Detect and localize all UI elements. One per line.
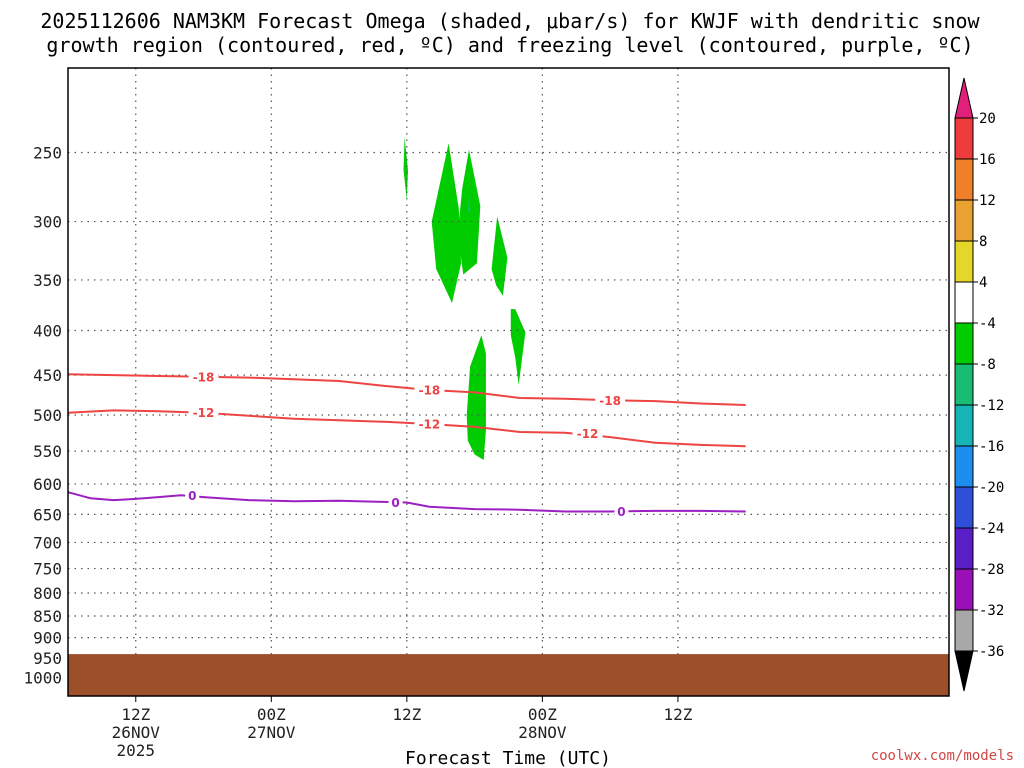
- colorbar-tick-label: 20: [979, 111, 996, 127]
- colorbar-band: [954, 281, 974, 324]
- contour-label: -12: [193, 406, 215, 420]
- y-tick-label-250: 250: [33, 144, 62, 163]
- contour-label: 0: [391, 496, 399, 510]
- colorbar-tick-label: -28: [979, 562, 1004, 578]
- colorbar-band: [954, 568, 974, 611]
- contour-label: -12: [577, 427, 599, 441]
- contour-layer: -18 -18 -18 -12 -12 -12 0 0 0: [67, 368, 746, 519]
- x-tick-label: 2025: [117, 741, 156, 760]
- colorbar-tick-label: 16: [979, 152, 996, 168]
- omega-region-2: [431, 143, 462, 303]
- terrain-layer: [68, 654, 949, 696]
- colorbar-tick-label: -16: [979, 439, 1004, 455]
- colorbar-tick-label: 12: [979, 193, 996, 209]
- omega-region-6: [510, 309, 526, 386]
- terrain-fill: [68, 654, 949, 696]
- omega-region-7: [466, 335, 486, 460]
- colorbar-band: [954, 363, 974, 406]
- plot-frame: [67, 67, 950, 697]
- colorbar-tick-label: -8: [979, 357, 996, 373]
- credit-text[interactable]: coolwx.com/models: [871, 748, 1014, 764]
- y-tick-label-450: 450: [33, 366, 62, 385]
- colorbar-band: [954, 240, 974, 283]
- x-tick-label: 28NOV: [518, 723, 567, 742]
- contour-label-bg: [185, 487, 200, 503]
- colorbar-tick-label: -4: [979, 316, 996, 332]
- colorbar-tick-label: -12: [979, 398, 1004, 414]
- colorbar-tick-label: -24: [979, 521, 1004, 537]
- x-tick-label: 26NOV: [112, 723, 161, 742]
- chart-title-line2: growth region (contoured, red, ºC) and f…: [46, 33, 973, 57]
- dendritic-contour-line-m12: [67, 409, 746, 448]
- x-tick-label: 00Z: [528, 705, 557, 724]
- omega-region-5: [491, 216, 508, 296]
- y-tick-label-850: 850: [33, 607, 62, 626]
- contour-label-bg: [188, 368, 219, 384]
- contour-label: -12: [419, 417, 441, 431]
- chart-title-line1: 2025112606 NAM3KM Forecast Omega (shaded…: [40, 9, 980, 33]
- colorbar-tick-label: -20: [979, 480, 1004, 496]
- y-axis-ticks: 250 300 350 400 450 500 550 600 650 700 750 800 850 9…: [23, 144, 62, 688]
- contour-label: -18: [599, 394, 621, 408]
- contour-label-bg: [388, 494, 403, 510]
- y-tick-label-1000: 1000: [23, 669, 62, 688]
- colorbar-band: [954, 527, 974, 570]
- colorbar-band: [954, 445, 974, 488]
- y-tick-label-700: 700: [33, 533, 62, 552]
- y-tick-label-300: 300: [33, 213, 62, 232]
- contour-label: -18: [193, 370, 215, 384]
- colorbar-tick-label: -36: [979, 644, 1004, 660]
- omega-shading-layer: [403, 137, 526, 460]
- colorbar-tick-label: 4: [979, 275, 987, 291]
- freezing-level-contour-line-0: [67, 491, 746, 513]
- grid-layer: [68, 68, 949, 696]
- colorbar-band: [954, 404, 974, 447]
- colorbar-band: [954, 117, 974, 160]
- omega-region-3: [457, 149, 481, 275]
- omega-region-4: [467, 196, 471, 213]
- contour-label-bg: [614, 503, 629, 519]
- y-tick-label-500: 500: [33, 406, 62, 425]
- x-tick-label: 12Z: [392, 705, 421, 724]
- contour-label: 0: [188, 489, 196, 503]
- x-tick-label: 12Z: [121, 705, 150, 724]
- contour-label: 0: [617, 505, 625, 519]
- colorbar-band: [954, 199, 974, 242]
- colorbar-tick-label: -32: [979, 603, 1004, 619]
- colorbar-band: [954, 609, 974, 652]
- x-tick-label: 27NOV: [247, 723, 296, 742]
- colorbar-bottom-arrow: [954, 650, 974, 692]
- y-tick-label-400: 400: [33, 322, 62, 341]
- x-tick-label: 00Z: [257, 705, 286, 724]
- x-tick-label: 12Z: [663, 705, 692, 724]
- y-tick-label-350: 350: [33, 271, 62, 290]
- colorbar-band: [954, 322, 974, 365]
- y-tick-label-750: 750: [33, 560, 62, 579]
- colorbar-top-arrow: [954, 77, 974, 119]
- contour-label-bg: [414, 381, 445, 397]
- omega-region-1: [403, 137, 408, 200]
- contour-label-bg: [595, 392, 626, 408]
- contour-label-bg: [188, 404, 219, 420]
- x-axis-label: Forecast Time (UTC): [405, 748, 611, 768]
- contour-label-bg: [572, 425, 603, 441]
- y-tick-label-600: 600: [33, 475, 62, 494]
- colorbar-tick-label: 8: [979, 234, 987, 250]
- y-tick-label-550: 550: [33, 442, 62, 461]
- contour-label-bg: [414, 415, 445, 431]
- y-tick-label-800: 800: [33, 584, 62, 603]
- contour-label: -18: [419, 383, 441, 397]
- colorbar: 20 16 12 8 4 -4 -8 -12 -16 -20 -24 -28 -32 -36: [954, 77, 1004, 692]
- y-tick-label-650: 650: [33, 505, 62, 524]
- colorbar-band: [954, 158, 974, 201]
- y-tick-label-950: 950: [33, 649, 62, 668]
- y-tick-label-900: 900: [33, 629, 62, 648]
- dendritic-contour-line-m18: [67, 373, 746, 406]
- colorbar-band: [954, 486, 974, 529]
